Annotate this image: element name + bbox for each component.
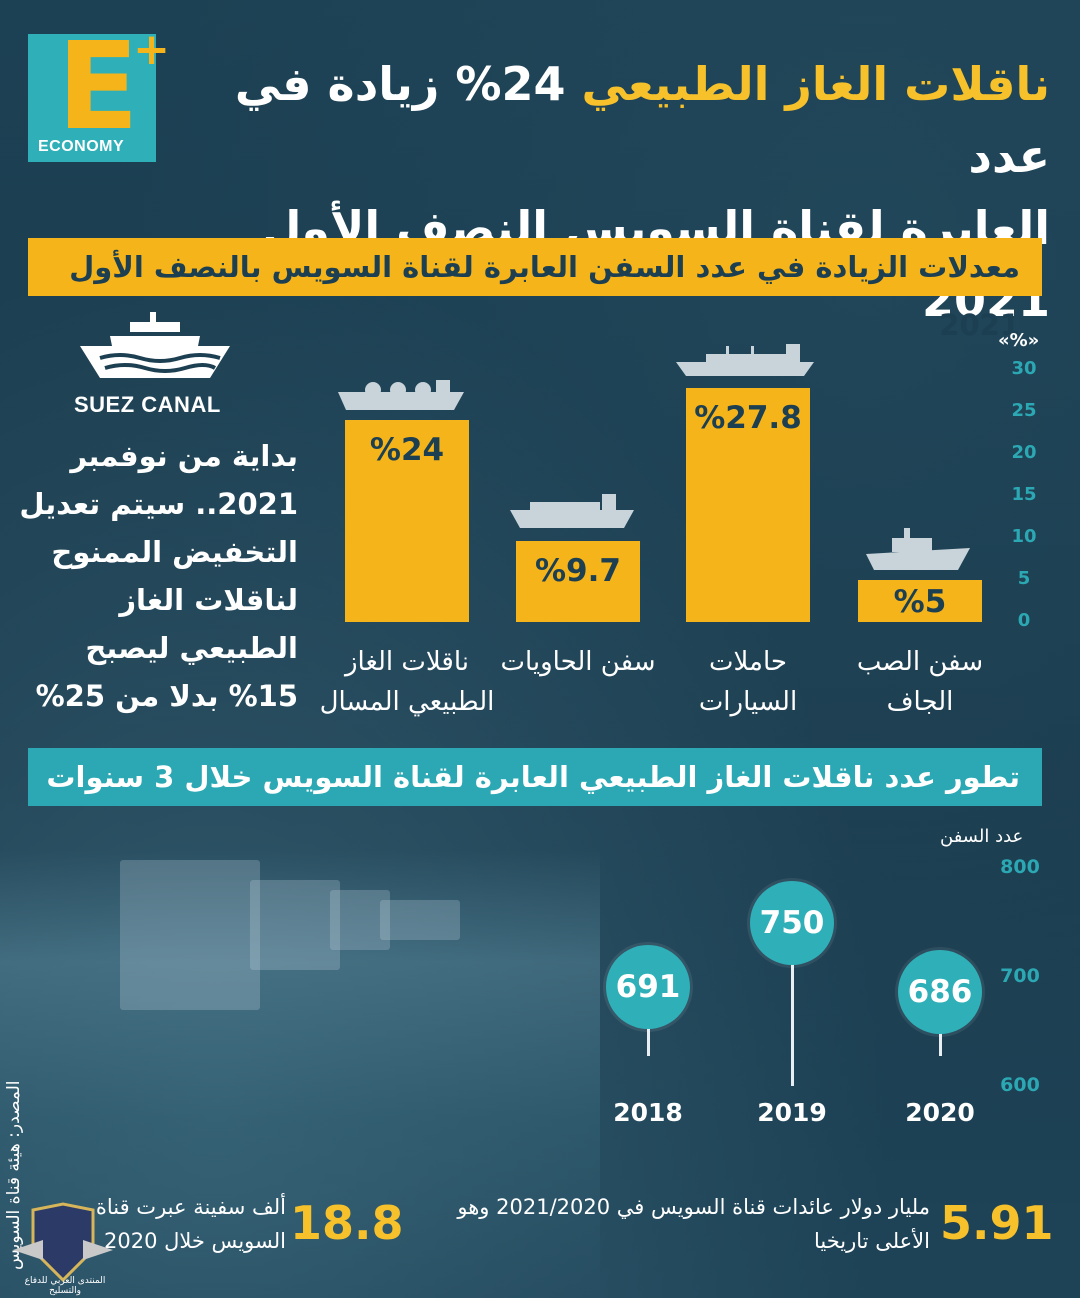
bar-value-label-0: %24 bbox=[369, 432, 445, 469]
y-tick-0: 30 bbox=[1011, 358, 1037, 379]
bar-value-label-3: %5 bbox=[893, 584, 947, 620]
chart2-y-tick-0: 800 bbox=[1000, 856, 1040, 878]
bar-1 bbox=[516, 540, 640, 622]
chart2-title: تطور عدد ناقلات الغاز الطبيعي العابرة لق… bbox=[28, 748, 1042, 806]
lollipop-bubble-0: 691 bbox=[606, 944, 690, 1029]
y-tick-1: 25 bbox=[1011, 400, 1037, 421]
chart1-title: معدلات الزيادة في عدد السفن العابرة لقنا… bbox=[28, 238, 1042, 342]
y-tick-6: 0 bbox=[1017, 610, 1031, 631]
lollipop-bubble-1: 750 bbox=[750, 880, 834, 965]
chart2-y-tick-2: 600 bbox=[1000, 1074, 1040, 1096]
bar-2 bbox=[686, 388, 810, 622]
bar-0 bbox=[345, 420, 469, 622]
bar-value-label-2: %27.8 bbox=[694, 400, 802, 437]
y-tick-3: 15 bbox=[1011, 484, 1037, 505]
bar-ship-icon-3 bbox=[866, 528, 970, 572]
year-label-2: 2020 bbox=[905, 1098, 975, 1127]
y-tick-5: 5 bbox=[1017, 568, 1031, 589]
suez-canal-ship-icon bbox=[80, 312, 230, 378]
ships-count-number: 18.8 bbox=[290, 1196, 404, 1250]
suez-canal-label: SUEZ CANAL bbox=[74, 392, 221, 417]
y-tick-2: 20 bbox=[1011, 442, 1037, 463]
chart2-y-axis-title: عدد السفن bbox=[940, 826, 1024, 847]
chart2-y-tick-1: 700 bbox=[1000, 965, 1040, 987]
title-highlight: ناقلات الغاز الطبيعي bbox=[581, 57, 1050, 111]
lollipop-bubble-2: 686 bbox=[898, 950, 982, 1035]
category-label-3: سفن الصب الجاف bbox=[856, 647, 984, 717]
bar-value-label-1: %9.7 bbox=[535, 552, 621, 589]
y-tick-4: 10 bbox=[1011, 526, 1037, 547]
bar-ship-icon-1 bbox=[510, 494, 634, 530]
side-note: بداية من نوفمبر 2021.. سيتم تعديل التخفي… bbox=[19, 439, 298, 713]
title-line1: 24% زيادة في عدد bbox=[234, 57, 1050, 183]
year-label-1: 2019 bbox=[757, 1098, 827, 1127]
year-label-0: 2018 bbox=[613, 1098, 683, 1127]
bar-chart: «%» %24 ناقلات الغاز الطبيعي المسال %9.7 سف… bbox=[319, 330, 1040, 717]
category-label-1: سفن الحاويات bbox=[500, 647, 656, 677]
watermark-text: المنتدى العربي للدفاع والتسليح bbox=[24, 1276, 106, 1296]
bar-ship-icon-2 bbox=[676, 342, 814, 378]
economy-logo: E + ECONOMY bbox=[28, 28, 176, 168]
revenue-number: 5.91 bbox=[940, 1196, 1054, 1250]
bar-ship-icon-0 bbox=[338, 378, 464, 412]
bar-3 bbox=[858, 580, 982, 622]
lollipop-stem-1 bbox=[790, 922, 794, 1086]
harbor-photo bbox=[0, 850, 600, 1298]
y-axis-unit: «%» bbox=[998, 330, 1040, 351]
revenue-text: مليار دولار عائدات قناة السويس في 2021/2… bbox=[457, 1195, 930, 1253]
category-label-0: ناقلات الغاز الطبيعي المسال bbox=[319, 647, 495, 717]
ships-count-text: ألف سفينة عبرت قناة السويس خلال 2020 bbox=[95, 1195, 286, 1253]
forum-shield-icon bbox=[13, 1202, 113, 1283]
category-label-2: حاملات السيارات bbox=[698, 647, 798, 717]
